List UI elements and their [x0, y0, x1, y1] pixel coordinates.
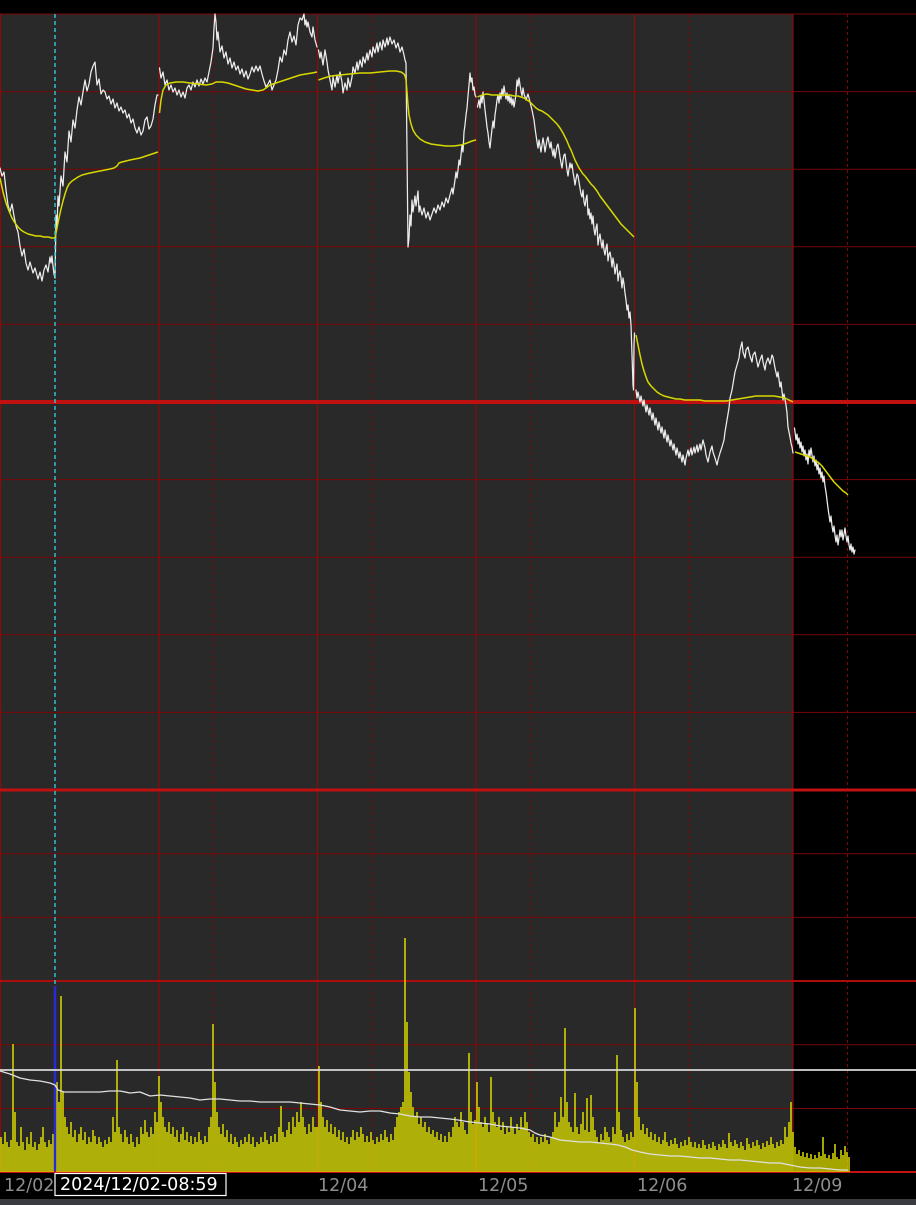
crosshair-date-box: 2024/12/02-08:59	[54, 1172, 227, 1197]
price-line	[0, 13, 856, 555]
x-axis-label: 12/09	[792, 1176, 842, 1196]
bottom-strip	[0, 1199, 916, 1205]
volume-moving-average-line	[0, 1070, 848, 1171]
crosshair-date-label: 2024/12/02-08:59	[60, 1175, 218, 1195]
vertical-gridlines	[0, 14, 848, 1172]
x-axis-labels: 12/02 12/04 12/05 12/06 12/09	[4, 1176, 842, 1196]
x-axis-label: 12/05	[478, 1176, 528, 1196]
x-axis-label: 12/04	[318, 1176, 368, 1196]
x-axis-label: 12/06	[637, 1176, 687, 1196]
price-moving-average-line	[0, 70, 849, 496]
plot-area-completed-days	[0, 14, 793, 1172]
x-axis-label: 12/02	[4, 1176, 54, 1196]
selected-volume-bar	[53, 986, 57, 1171]
